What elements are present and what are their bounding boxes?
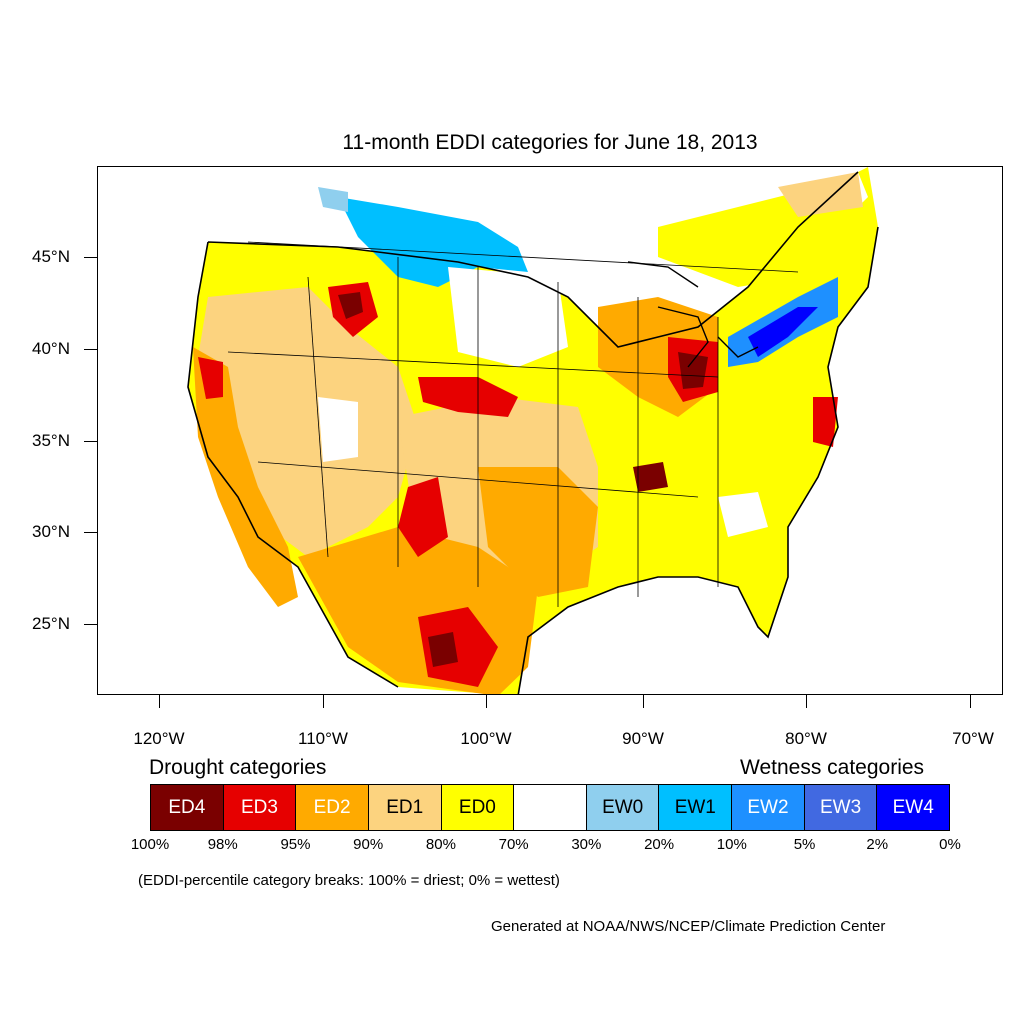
lat-tick-35 — [84, 441, 97, 442]
normal-zone-dakotas — [448, 267, 568, 367]
wet-zone-canada-edge — [318, 187, 348, 212]
credit-line: Generated at NOAA/NWS/NCEP/Climate Predi… — [491, 918, 886, 935]
lon-tick-120 — [159, 695, 160, 708]
severe-zone-colorado — [418, 377, 518, 417]
legend-box-ed2: ED2 — [296, 785, 369, 830]
canada-orange-east — [778, 172, 863, 217]
legend-box-ew0: EW0 — [586, 785, 660, 830]
drought-heading: Drought categories — [149, 756, 327, 779]
percent-break-label: 80% — [425, 836, 456, 853]
lat-tick-40 — [84, 349, 97, 350]
lon-label-90: 90°W — [622, 729, 664, 748]
lon-tick-80 — [806, 695, 807, 708]
eddi-map-canvas — [187, 167, 879, 694]
lon-label-70: 70°W — [952, 729, 994, 748]
lat-label-40: 40°N — [32, 339, 70, 358]
lat-label-45: 45°N — [32, 247, 70, 266]
lat-tick-30 — [84, 532, 97, 533]
drought-zone-california — [193, 347, 298, 607]
legend-box-ew1: EW1 — [659, 785, 733, 830]
severe-zone-ohio-valley — [633, 462, 668, 492]
category-note: (EDDI-percentile category breaks: 100% =… — [138, 872, 560, 889]
lon-tick-100 — [486, 695, 487, 708]
severe-zone-mexico-core — [428, 632, 458, 667]
percent-break-label: 98% — [207, 836, 238, 853]
severe-zone-east-coast — [813, 397, 838, 447]
percent-break-label: 70% — [498, 836, 529, 853]
percent-break-label: 5% — [793, 836, 816, 853]
percent-break-label: 0% — [939, 836, 961, 853]
legend-box-ew4: EW4 — [877, 785, 950, 830]
lat-label-30: 30°N — [32, 522, 70, 541]
lat-label-35: 35°N — [32, 431, 70, 450]
great-lakes-outline — [627, 261, 759, 368]
percent-break-label: 2% — [866, 836, 889, 853]
percent-break-label: 10% — [716, 836, 747, 853]
severe-zone-michigan-core — [678, 352, 708, 389]
normal-zone-southeast — [718, 492, 768, 537]
conus-outline — [187, 171, 879, 694]
wetness-heading: Wetness categories — [740, 756, 925, 779]
legend-box-ed0: ED0 — [441, 785, 515, 830]
legend-box-normal — [514, 785, 587, 830]
percent-breaks: 100% 98% 95% 90% 80% 70% 30% 20% 10% 5% 2% 0% — [0, 836, 1024, 856]
lon-label-100: 100°W — [460, 729, 512, 748]
severe-zone-california-coast — [198, 357, 223, 399]
lat-tick-45 — [84, 257, 97, 258]
percent-break-label: 20% — [644, 836, 675, 853]
percent-break-label: 95% — [280, 836, 311, 853]
percent-break-label: 30% — [571, 836, 602, 853]
category-legend: ED4 ED3 ED2 ED1 ED0 EW0 EW1 EW2 EW3 EW4 — [150, 784, 950, 831]
severe-zone-new-mexico — [398, 477, 448, 557]
legend-box-ed4: ED4 — [151, 785, 224, 830]
lon-label-110: 110°W — [298, 729, 348, 748]
lat-tick-25 — [84, 624, 97, 625]
lon-tick-70 — [970, 695, 971, 708]
severe-zone-mexico — [418, 607, 498, 687]
lon-label-80: 80°W — [785, 729, 827, 748]
wet-zone-northeast-core — [748, 307, 818, 357]
lon-tick-90 — [643, 695, 644, 708]
severe-zone-montana-core — [338, 292, 363, 319]
wet-zone-canada — [338, 197, 528, 287]
legend-box-ew3: EW3 — [804, 785, 878, 830]
lon-tick-110 — [323, 695, 324, 708]
map-title: 11-month EDDI categories for June 18, 20… — [342, 131, 758, 154]
state-boundaries — [227, 241, 799, 607]
lon-label-120: 120°W — [133, 729, 185, 748]
lat-label-25: 25°N — [32, 614, 70, 633]
legend-box-ed3: ED3 — [223, 785, 297, 830]
percent-break-label: 90% — [353, 836, 384, 853]
normal-zone-utah — [318, 397, 358, 462]
drought-zone-south-central — [478, 467, 598, 597]
legend-box-ew2: EW2 — [732, 785, 805, 830]
percent-break-label: 100% — [130, 836, 170, 853]
legend-box-ed1: ED1 — [368, 785, 442, 830]
eddi-map — [97, 166, 1003, 695]
